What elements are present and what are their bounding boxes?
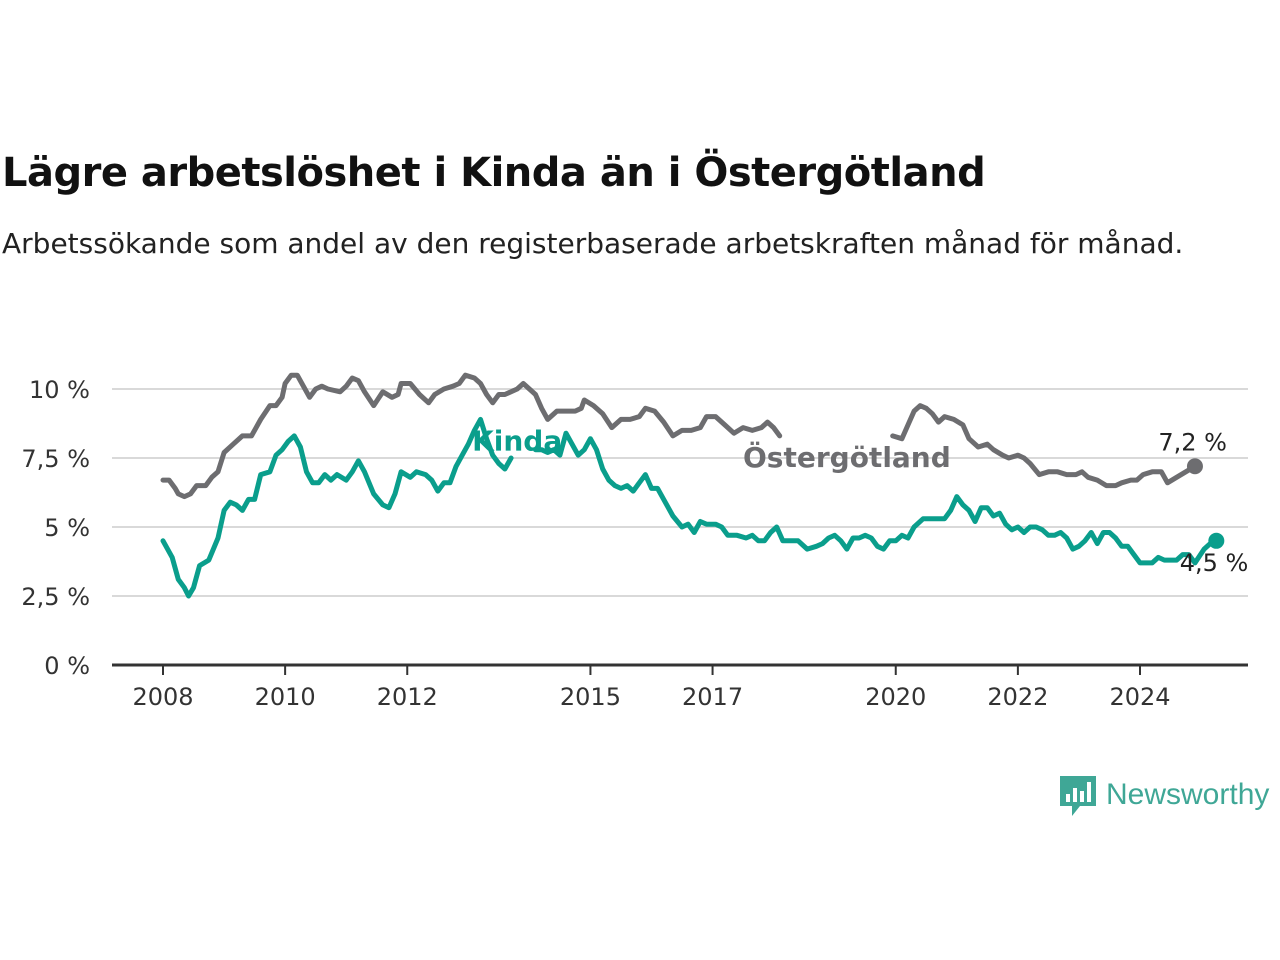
chart-title: Lägre arbetslöshet i Kinda än i Östergöt… — [2, 150, 986, 196]
chart-subtitle: Arbetssökande som andel av den registerb… — [2, 227, 1184, 260]
x-tick-label: 2024 — [1109, 683, 1170, 711]
end-point--sterg-tland — [1186, 458, 1203, 475]
x-tick-label: 2010 — [255, 683, 316, 711]
x-tick-label: 2020 — [865, 683, 926, 711]
annotations: 7,2 % 4,5 % Kinda Östergötland — [472, 424, 1248, 576]
end-point-kinda — [1208, 532, 1225, 549]
series-line--sterg-tland — [160, 372, 1198, 500]
end-value-label-kinda: 4,5 % — [1180, 549, 1249, 577]
x-tick-label: 2017 — [682, 683, 743, 711]
grid-lines — [112, 388, 1248, 597]
series-label--sterg-tland: Östergötland — [743, 440, 951, 474]
newsworthy-logo-text: Newsworthy — [1106, 778, 1270, 811]
series-lines — [160, 372, 1225, 599]
x-tick-label: 2015 — [560, 683, 621, 711]
x-tick-label: 2008 — [132, 683, 193, 711]
x-axis: 2008 2010 2012 2015 2017 2020 2022 2024 — [112, 663, 1248, 711]
end-value-label--sterg-tland: 7,2 % — [1158, 428, 1227, 456]
x-tick-label: 2012 — [377, 683, 438, 711]
y-axis-tick-labels: 0 % 2,5 % 5 % 7,5 % 10 % — [21, 376, 90, 680]
y-tick-label: 2,5 % — [21, 583, 90, 611]
x-tick-label: 2022 — [987, 683, 1048, 711]
newsworthy-logo: Newsworthy — [1058, 772, 1269, 818]
series-label-kinda: Kinda — [472, 424, 562, 457]
y-tick-label: 5 % — [44, 514, 90, 542]
newsworthy-logo-icon — [1060, 776, 1096, 816]
y-tick-label: 10 % — [29, 376, 90, 404]
y-tick-label: 0 % — [44, 652, 90, 680]
series-line-kinda — [160, 416, 1219, 599]
y-tick-label: 7,5 % — [21, 445, 90, 473]
